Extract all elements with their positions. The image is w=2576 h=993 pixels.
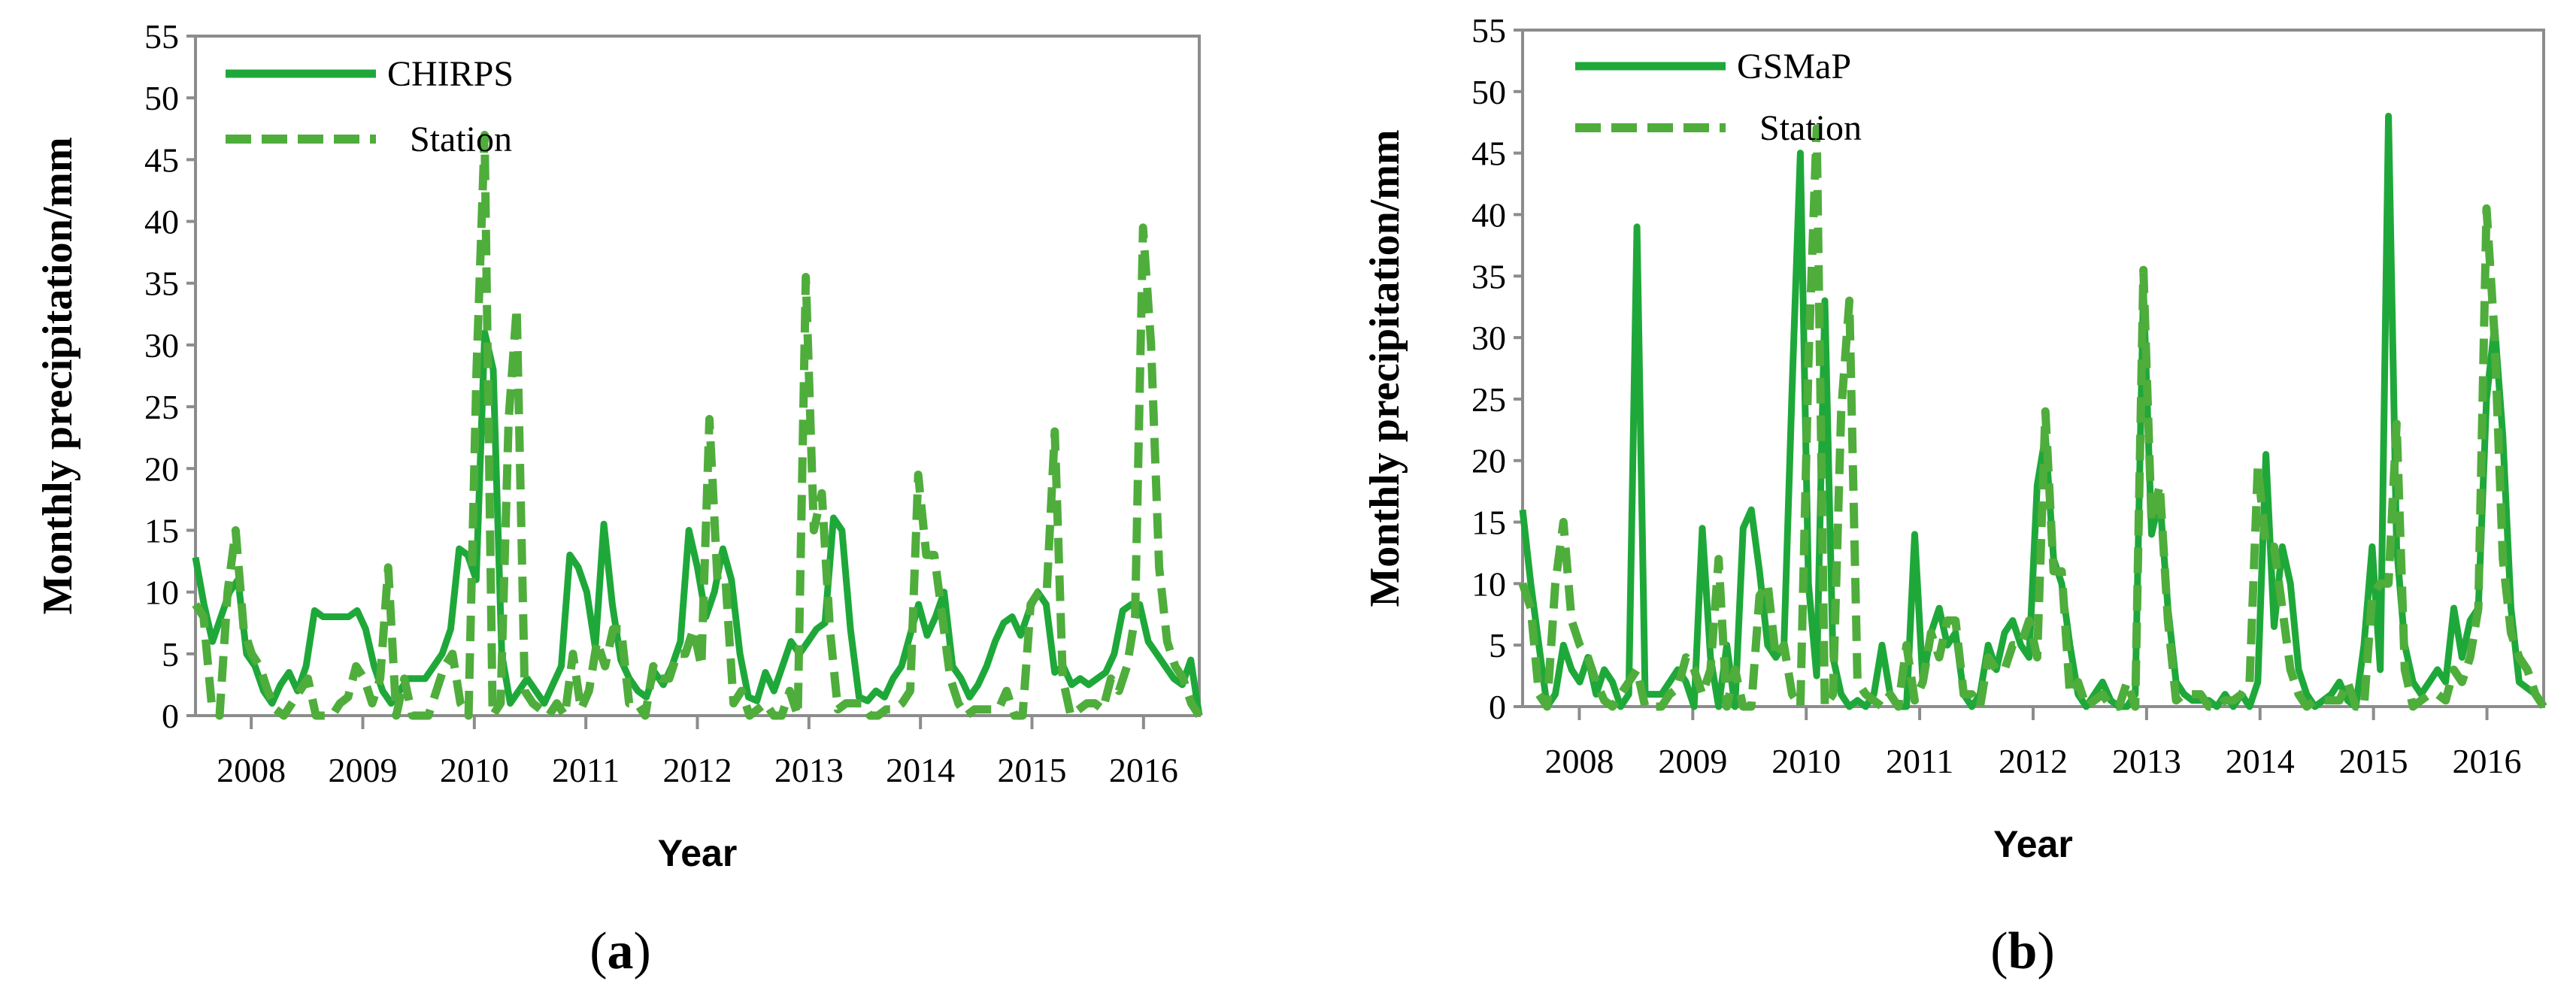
x-tick-label: 2012 [1999, 742, 2068, 780]
x-tick-label: 2015 [2339, 742, 2408, 780]
panel-label: (b) [1990, 922, 2055, 980]
y-tick-label: 50 [144, 79, 179, 117]
x-tick-label: 2016 [1109, 751, 1178, 789]
x-axis-title: Year [1993, 823, 2073, 865]
y-tick-label: 50 [1471, 73, 1506, 111]
x-tick-label: 2013 [2112, 742, 2181, 780]
y-tick-label: 5 [1489, 626, 1506, 665]
y-axis-title: Monthly precipitation/mm [1362, 129, 1408, 607]
y-tick-label: 10 [1471, 565, 1506, 603]
x-tick-label: 2009 [1658, 742, 1727, 780]
x-tick-label: 2009 [329, 751, 398, 789]
legend-label-gsmap: GSMaP [1737, 47, 1851, 86]
x-tick-label: 2015 [998, 751, 1067, 789]
y-tick-label: 30 [1471, 319, 1506, 357]
x-tick-label: 2010 [440, 751, 509, 789]
y-tick-label: 15 [1471, 504, 1506, 542]
panel-label-paren: ( [1990, 922, 2008, 980]
panel-label: (a) [589, 922, 651, 980]
chart-panel-2: 0 5 10 15 20 25 30 35 40 45 50 55 2008 2009 2010 2011 20… [1362, 11, 2547, 980]
series-line-gsmap [1519, 113, 2547, 710]
y-tick-label: 20 [144, 450, 179, 488]
y-tick-label: 5 [162, 635, 179, 674]
y-tick-label: 55 [144, 17, 179, 56]
x-axis-title: Year [658, 832, 738, 874]
x-tick-label: 2010 [1771, 742, 1841, 780]
panel-label-letter: a [608, 922, 634, 980]
y-tick-label: 35 [144, 265, 179, 303]
y-tick-label: 10 [144, 574, 179, 612]
y-tick-label: 45 [1471, 135, 1506, 173]
legend-label-station: Station [1759, 108, 1862, 148]
y-tick-label: 25 [144, 388, 179, 426]
y-tick-label: 55 [1471, 11, 1506, 50]
y-tick-label: 25 [1471, 380, 1506, 419]
legend-label-chirps: CHIRPS [387, 54, 514, 94]
x-tick-label: 2008 [217, 751, 286, 789]
x-tick-label: 2008 [1544, 742, 1614, 780]
y-tick-label: 0 [1489, 688, 1506, 726]
x-tick-label: 2011 [1886, 742, 1953, 780]
x-tick-label: 2014 [2226, 742, 2295, 780]
y-tick-label: 40 [1471, 195, 1506, 234]
panel-label-paren: ) [2037, 922, 2054, 980]
legend-label-station: Station [410, 120, 512, 159]
y-tick-label: 45 [144, 141, 179, 179]
series-line-station [192, 131, 1203, 720]
y-tick-label: 40 [144, 203, 179, 241]
series-line-station [1518, 124, 2547, 711]
y-tick-label: 0 [162, 697, 179, 735]
panel-label-letter: b [2008, 922, 2038, 980]
x-tick-label: 2012 [663, 751, 732, 789]
y-tick-label: 35 [1471, 257, 1506, 295]
x-tick-label: 2013 [774, 751, 844, 789]
chart-panel-1: 0 5 10 15 20 25 30 35 40 45 50 55 2008 2009 2010 2011 20… [35, 17, 1203, 980]
y-axis-title: Monthly precipitation/mm [35, 137, 81, 614]
panel-label-paren: ( [589, 922, 607, 980]
x-tick-label: 2011 [552, 751, 620, 789]
y-tick-label: 20 [1471, 442, 1506, 480]
x-tick-label: 2014 [886, 751, 955, 789]
x-tick-label: 2016 [2453, 742, 2522, 780]
y-tick-label: 30 [144, 326, 179, 365]
panel-label-paren: ) [634, 922, 651, 980]
y-tick-label: 15 [144, 511, 179, 549]
